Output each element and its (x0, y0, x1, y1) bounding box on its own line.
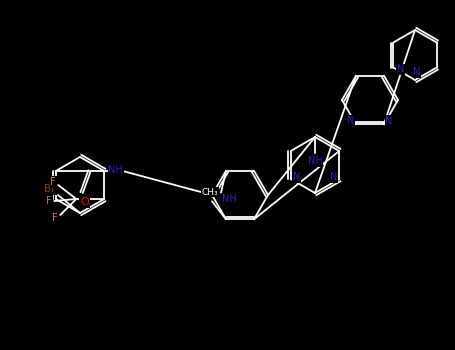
Text: NH: NH (108, 165, 123, 175)
Text: N: N (347, 116, 355, 126)
Text: N: N (413, 67, 421, 77)
Text: CH₃: CH₃ (202, 188, 218, 197)
Text: F: F (51, 177, 56, 187)
Text: NH: NH (308, 156, 323, 166)
Text: N: N (293, 172, 300, 182)
Text: Br: Br (44, 184, 56, 194)
Text: N: N (397, 64, 404, 75)
Text: F: F (52, 213, 58, 223)
Text: N: N (385, 116, 393, 126)
Text: F: F (46, 196, 52, 206)
Text: N: N (329, 172, 337, 182)
Text: O: O (81, 197, 89, 207)
Text: NH: NH (222, 194, 237, 204)
